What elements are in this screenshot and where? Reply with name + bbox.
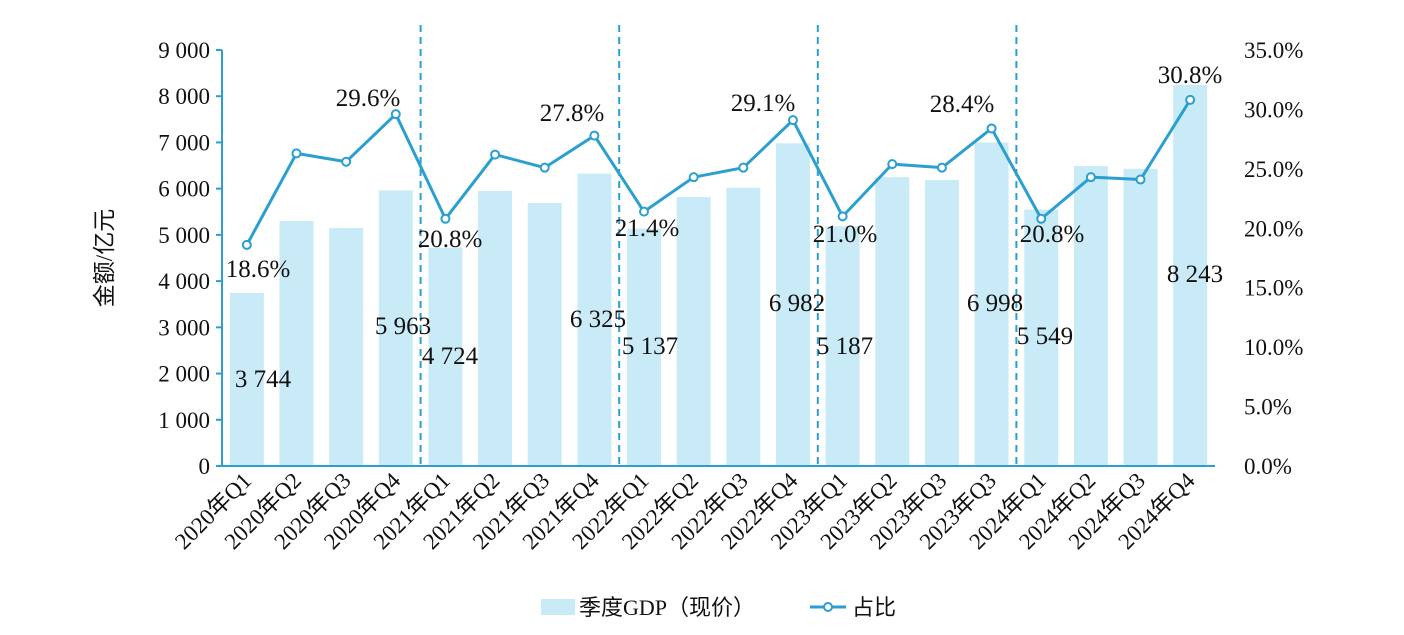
- share-value-label: 20.8%: [1020, 221, 1085, 248]
- bar-value-label: 3 744: [235, 366, 292, 393]
- left-tick-label: 0: [199, 454, 211, 479]
- bar: [726, 187, 761, 466]
- bar: [279, 221, 314, 466]
- right-tick-label: 25.0%: [1244, 157, 1303, 182]
- left-tick-label: 8 000: [158, 84, 210, 109]
- legend-bar-swatch: [541, 599, 575, 615]
- bar: [676, 196, 711, 466]
- share-point: [837, 211, 848, 222]
- share-point: [341, 156, 352, 167]
- bar: [527, 202, 562, 467]
- share-value-label: 27.8%: [540, 100, 605, 127]
- share-point: [440, 213, 451, 224]
- right-tick-label: 15.0%: [1244, 276, 1303, 301]
- share-value-label: 18.6%: [226, 256, 291, 283]
- share-point: [936, 162, 947, 173]
- right-tick-label: 5.0%: [1244, 395, 1292, 420]
- share-value-label: 21.0%: [813, 221, 878, 248]
- bar: [974, 142, 1009, 466]
- bar-value-label: 5 963: [375, 313, 431, 340]
- bar-value-label: 5 187: [817, 333, 873, 360]
- left-tick-label: 3 000: [158, 315, 210, 340]
- share-value-label: 30.8%: [1158, 62, 1223, 89]
- share-point: [688, 172, 699, 183]
- share-point: [986, 123, 997, 134]
- bar: [329, 227, 364, 466]
- share-value-label: 29.6%: [336, 85, 401, 112]
- left-tick-label: 2 000: [158, 362, 210, 387]
- legend-line-label: 占比: [852, 595, 896, 620]
- share-value-label: 29.1%: [731, 90, 796, 117]
- right-tick-label: 0.0%: [1244, 454, 1292, 479]
- right-tick-label: 35.0%: [1244, 38, 1303, 63]
- share-point: [639, 206, 650, 217]
- share-point: [1036, 213, 1047, 224]
- share-point: [241, 239, 252, 250]
- share-point: [1085, 172, 1096, 183]
- share-value-label: 28.4%: [930, 91, 995, 118]
- share-value-label: 20.8%: [418, 226, 483, 253]
- share-point: [291, 148, 302, 159]
- bar-value-label: 4 724: [422, 343, 479, 370]
- share-point: [490, 149, 501, 160]
- bar: [1024, 209, 1059, 467]
- share-point: [887, 159, 898, 170]
- right-tick-label: 30.0%: [1244, 97, 1303, 122]
- share-value-label: 21.4%: [615, 215, 680, 242]
- share-point: [787, 115, 798, 126]
- left-tick-label: 9 000: [158, 38, 210, 63]
- share-point: [390, 109, 401, 120]
- bar-value-label: 5 549: [1017, 323, 1073, 350]
- left-tick-label: 5 000: [158, 223, 210, 248]
- bar-value-label: 5 137: [622, 333, 678, 360]
- share-point: [738, 162, 749, 173]
- bar-value-label: 6 998: [967, 290, 1023, 317]
- legend: 季度GDP（现价） 占比: [541, 595, 896, 620]
- left-tick-label: 1 000: [158, 408, 210, 433]
- left-tick-label: 4 000: [158, 269, 210, 294]
- bar: [1123, 168, 1158, 466]
- left-tick-label: 7 000: [158, 130, 210, 155]
- bar: [775, 143, 810, 467]
- bar: [1173, 84, 1208, 466]
- bar: [478, 190, 513, 466]
- bar: [875, 177, 910, 466]
- right-tick-label: 10.0%: [1244, 335, 1303, 360]
- share-point: [1185, 94, 1196, 105]
- bar: [924, 179, 959, 466]
- share-line: [245, 99, 1192, 246]
- right-tick-label: 20.0%: [1244, 216, 1303, 241]
- bar: [378, 190, 413, 466]
- share-point: [1135, 174, 1146, 185]
- bar: [627, 228, 662, 466]
- legend-bar-label: 季度GDP（现价）: [579, 595, 755, 620]
- left-tick-label: 6 000: [158, 177, 210, 202]
- bar: [428, 247, 463, 466]
- share-point: [539, 162, 550, 173]
- bar: [229, 292, 264, 466]
- share-point: [589, 130, 600, 141]
- legend-line-marker: [823, 602, 833, 612]
- bar-value-label: 8 243: [1167, 261, 1223, 288]
- bar: [825, 226, 860, 466]
- bar-value-label: 6 982: [769, 290, 825, 317]
- y-axis-title: 金额/亿元: [92, 209, 117, 307]
- bar: [577, 173, 612, 466]
- bar-value-label: 6 325: [570, 306, 626, 333]
- bar: [1073, 166, 1108, 467]
